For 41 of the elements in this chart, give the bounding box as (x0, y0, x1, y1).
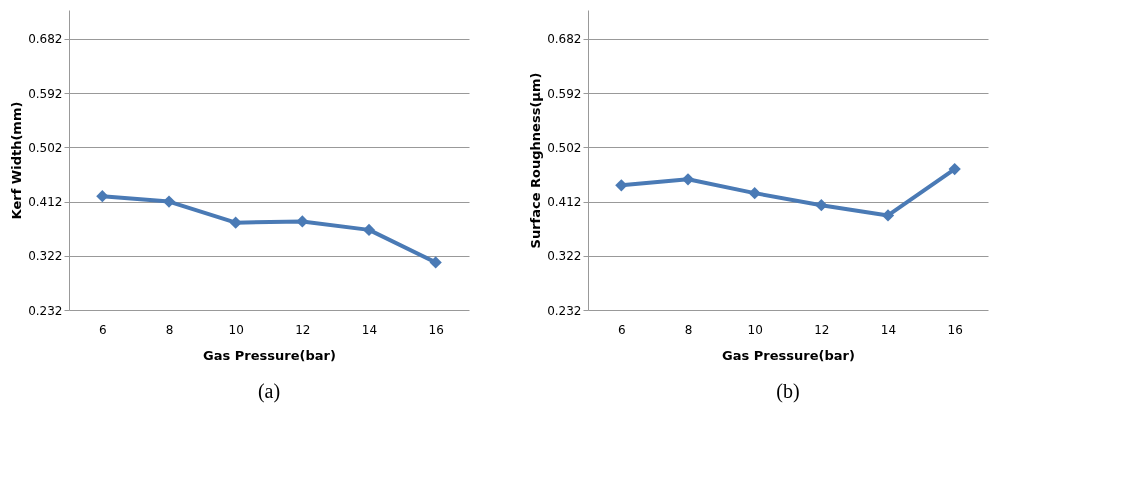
x-tick-label: 6 (99, 322, 107, 337)
x-tick-label: 6 (618, 322, 626, 337)
text: (b) (776, 380, 800, 403)
y-tick-label: 0.412 (28, 195, 63, 210)
y-tick-label: 0.502 (28, 140, 63, 155)
y-tick-label: 0.322 (28, 249, 63, 264)
x-tick-label: 12 (295, 322, 311, 337)
x-tick-label: 10 (747, 322, 763, 337)
point (948, 162, 961, 176)
y-tick-label: 0.322 (547, 249, 582, 264)
y-tick-label: 0.682 (547, 32, 582, 47)
x-tick-label: 12 (814, 322, 830, 337)
y-tick-label: 0.232 (28, 303, 63, 318)
point (881, 209, 895, 222)
y-tick-label: 0.682 (28, 32, 63, 47)
point (815, 199, 828, 212)
point (681, 173, 695, 186)
y-tick-label: 0.502 (547, 140, 582, 155)
y-tick-label: 0.412 (547, 195, 582, 210)
point (748, 187, 761, 200)
text: (a) (257, 380, 281, 403)
point (162, 195, 176, 208)
y-tick-label: 0.592 (547, 86, 582, 101)
y-tick-label: 0.232 (547, 303, 582, 318)
y-axis-title: Kerf Width(mm) (9, 101, 25, 220)
x-tick-label: 8 (684, 322, 693, 337)
x-axis-title: Gas Pressure(bar) (722, 347, 855, 363)
point (296, 215, 309, 228)
x-tick-label: 16 (428, 322, 444, 337)
x-tick-label: 14 (880, 322, 897, 337)
x-tick-label: 14 (361, 322, 378, 337)
point (229, 216, 242, 229)
y-axis-title: Surface Roughness(µm) (528, 72, 544, 249)
y-tick-label: 0.592 (28, 86, 63, 101)
x-tick-label: 8 (165, 322, 174, 337)
point (615, 179, 628, 192)
x-tick-label: 10 (228, 322, 244, 337)
point (362, 223, 376, 236)
x-axis-title: Gas Pressure(bar) (203, 347, 336, 363)
point (429, 256, 442, 269)
x-tick-label: 16 (947, 322, 963, 337)
